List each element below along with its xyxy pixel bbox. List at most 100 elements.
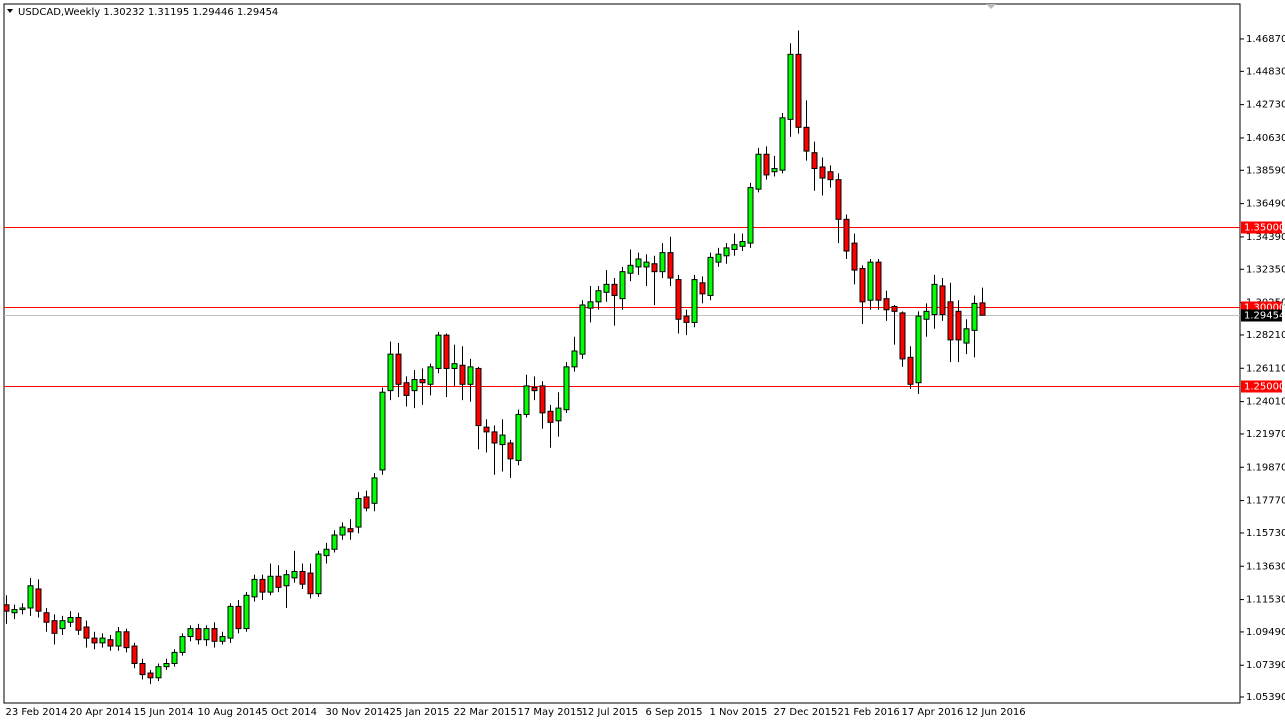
level-label-box [1241,380,1282,393]
candle-body [115,631,122,647]
x-tick-label: 17 Apr 2016 [902,707,964,718]
candle-body [483,426,490,433]
candle-body [675,279,682,320]
candle-body [219,636,226,642]
candle-body [19,607,26,611]
candle-body [931,283,938,315]
candle-body [99,637,106,644]
x-tick-label: 10 Aug 2014 [198,707,262,718]
candle-body [539,385,546,414]
candle-body [787,53,794,120]
candle-body [107,639,114,647]
candle-body [747,187,754,244]
level-label: 1.29454 [1244,311,1285,322]
candle-body [259,578,266,593]
candle-body [195,628,202,641]
level-label: 1.25000 [1244,382,1285,393]
candle-body [523,385,530,415]
y-tick-label: 1.19870 [1246,462,1285,473]
candle-body [571,350,578,368]
candle-body [899,312,906,360]
candle-body [683,315,690,323]
y-tick-label: 1.46870 [1246,34,1285,45]
candle-body [851,242,858,271]
candle-body [411,379,418,392]
candle-body [891,306,898,312]
candle-body [795,53,802,128]
candle-body [163,662,170,668]
candle-body [291,570,298,579]
candle-body [835,179,842,220]
candle-body [339,526,346,536]
y-tick-label: 1.21970 [1246,429,1285,440]
candle-body [427,366,434,385]
candle-body [763,153,770,176]
candle-body [667,252,674,279]
candle-body [299,570,306,585]
candle-body [955,310,962,341]
candle-body [507,442,514,460]
candle-body [963,328,970,344]
candle-body [587,301,594,309]
menu-triangle[interactable] [7,9,13,13]
level-label: 1.30000 [1244,303,1285,314]
y-tick-label: 1.17770 [1246,496,1285,507]
candle-body [27,585,34,609]
candle-body [859,267,866,303]
candle-body [331,534,338,550]
candle-body [515,413,522,461]
x-tick-label: 15 Jun 2014 [134,707,194,718]
chart-title: USDCAD,Weekly 1.30232 1.31195 1.29446 1.… [18,7,278,18]
candle-body [371,477,378,504]
candle-body [915,315,922,384]
candle-body [211,628,218,642]
shift-marker [986,4,996,9]
y-tick-label: 1.34390 [1246,232,1285,243]
y-tick-label: 1.09490 [1246,627,1285,638]
y-tick-label: 1.42730 [1246,100,1285,111]
y-tick-label: 1.15730 [1246,528,1285,539]
x-tick-label: 22 Mar 2015 [454,707,517,718]
candle-body [155,666,162,679]
candle-body [555,407,562,422]
candle-body [659,252,666,273]
candle-body [139,662,146,676]
candle-body [779,117,786,171]
candle-body [923,310,930,320]
candle-body [203,628,210,641]
candle-body [307,572,314,595]
candle-body [475,367,482,427]
candle-body [363,496,370,509]
candle-body [939,285,946,315]
candle-body [819,166,826,179]
y-tick-label: 1.13630 [1246,561,1285,572]
candle-body [403,382,410,396]
y-tick-label: 1.36490 [1246,199,1285,210]
candle-body [635,258,642,268]
candle-body [699,282,706,295]
candle-body [59,620,66,630]
candle-body [379,391,386,471]
y-tick-label: 1.44830 [1246,66,1285,77]
plot-frame [3,3,1241,704]
candle-body [11,609,18,614]
y-tick-label: 1.28210 [1246,330,1285,341]
level-label: 1.35000 [1244,223,1285,234]
candle-body [499,434,506,446]
candle-body [459,364,466,385]
candle-body [491,431,498,444]
x-tick-label: 1 Nov 2015 [710,707,768,718]
candle-body [723,247,730,257]
candle-body [715,253,722,263]
candle-body [731,244,738,250]
candle-body [51,620,58,634]
candle-body [419,379,426,384]
candle-body [267,575,274,593]
candle-body [707,256,714,296]
candle-body [611,283,618,296]
candle-body [75,616,82,631]
candle-body [347,528,354,533]
candle-body [739,241,746,247]
level-label-box [1241,309,1282,322]
y-tick-label: 1.40630 [1246,133,1285,144]
